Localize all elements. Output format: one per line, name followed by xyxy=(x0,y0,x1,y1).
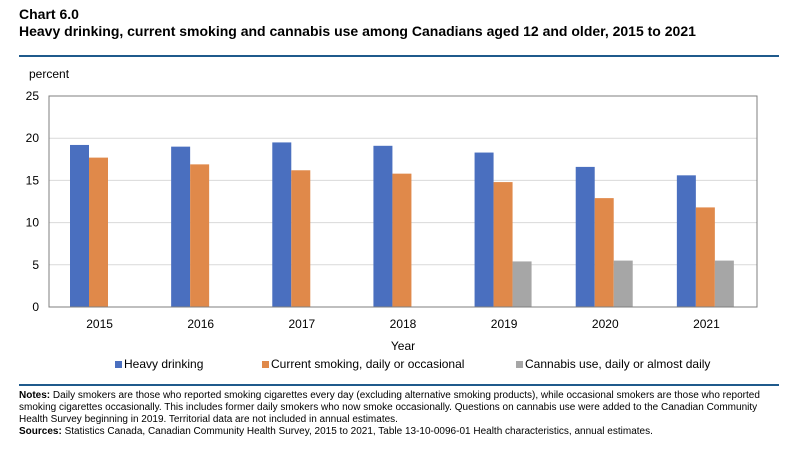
chart-number: Chart 6.0 xyxy=(19,6,79,22)
legend-swatch xyxy=(516,361,523,368)
bar xyxy=(89,157,108,307)
bar xyxy=(272,142,292,307)
bar xyxy=(613,260,633,307)
bar xyxy=(695,207,715,307)
y-tick-label: 20 xyxy=(26,131,40,145)
legend-swatch xyxy=(115,361,122,368)
title-rule xyxy=(19,55,779,57)
bar xyxy=(512,261,532,307)
legend-label: Heavy drinking xyxy=(124,357,203,371)
y-tick-label: 15 xyxy=(26,173,40,187)
notes-label: Notes: xyxy=(19,390,51,401)
y-tick-label: 5 xyxy=(32,258,39,272)
sources-label: Sources: xyxy=(19,426,62,437)
x-axis-label: Year xyxy=(391,339,415,353)
bar xyxy=(373,145,393,307)
bar xyxy=(493,182,513,307)
bar xyxy=(70,144,89,307)
title-block: Chart 6.0 Heavy drinking, current smokin… xyxy=(19,6,779,40)
x-tick-label: 2015 xyxy=(86,317,113,331)
bar xyxy=(714,260,734,307)
y-tick-label: 10 xyxy=(26,216,40,230)
notes-block: Notes: Daily smokers are those who repor… xyxy=(19,390,781,438)
chart-title: Heavy drinking, current smoking and cann… xyxy=(19,23,696,39)
notes-text: Daily smokers are those who reported smo… xyxy=(19,390,760,425)
bar xyxy=(594,198,614,307)
x-tick-label: 2018 xyxy=(390,317,417,331)
x-tick-label: 2019 xyxy=(491,317,518,331)
y-tick-label: 25 xyxy=(26,89,40,103)
x-tick-label: 2020 xyxy=(592,317,619,331)
x-tick-label: 2021 xyxy=(693,317,720,331)
bar xyxy=(676,175,696,307)
x-tick-label: 2016 xyxy=(187,317,214,331)
legend-swatch xyxy=(262,361,269,368)
bar xyxy=(575,166,595,307)
notes-paragraph: Notes: Daily smokers are those who repor… xyxy=(19,390,781,426)
sources-text: Statistics Canada, Canadian Community He… xyxy=(64,426,653,437)
sources-paragraph: Sources: Statistics Canada, Canadian Com… xyxy=(19,426,781,438)
chart: 0 5 10 15 20 25 percent 2015 2016 2017 2018 2019 202… xyxy=(26,67,758,371)
legend-label: Cannabis use, daily or almost daily xyxy=(525,357,710,371)
x-tick-label: 2017 xyxy=(289,317,316,331)
plot-frame xyxy=(48,95,758,308)
bar xyxy=(474,152,494,307)
legend-label: Current smoking, daily or occasional xyxy=(271,357,464,371)
y-tick-label: 0 xyxy=(32,300,39,314)
bar xyxy=(171,146,191,307)
notes-rule xyxy=(19,384,779,386)
bar xyxy=(190,164,210,307)
bar xyxy=(291,170,311,307)
bar xyxy=(392,173,412,307)
y-axis-label: percent xyxy=(29,67,70,81)
